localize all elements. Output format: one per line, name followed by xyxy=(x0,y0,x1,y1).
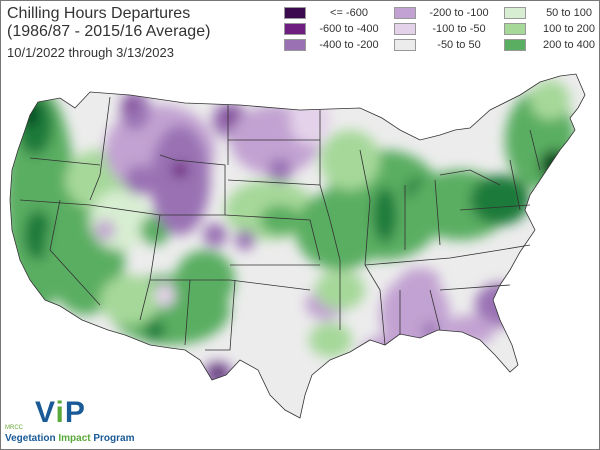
legend-swatch xyxy=(394,23,416,35)
legend-item: 100 to 200 xyxy=(504,21,600,37)
vip-logo: MRCC ViP Vegetation Impact Program xyxy=(5,396,155,446)
tag-vegetation: Vegetation xyxy=(5,433,59,444)
map-title: Chilling Hours Departures xyxy=(7,5,191,22)
vip-wordmark: ViP xyxy=(35,396,86,430)
us-map xyxy=(9,73,586,419)
legend-swatch xyxy=(394,39,416,51)
legend-label: 200 to 400 xyxy=(543,39,595,51)
legend-swatch xyxy=(394,7,416,19)
mrcc-label: MRCC xyxy=(5,425,23,431)
legend-item: <= -600 xyxy=(284,5,386,21)
legend-label: <= -600 xyxy=(330,7,368,19)
legend-label: -600 to -400 xyxy=(319,23,379,35)
legend-swatch xyxy=(504,39,526,51)
map-title-block: Chilling Hours Departures (1986/87 - 201… xyxy=(7,5,210,61)
legend-label: 50 to 100 xyxy=(546,7,592,19)
legend-swatch xyxy=(284,7,306,19)
legend-item: -100 to -50 xyxy=(394,21,496,37)
legend-item: -50 to 50 xyxy=(394,37,496,53)
tag-impact: Impact xyxy=(58,433,91,444)
legend-item: -200 to -100 xyxy=(394,5,496,21)
vip-v: V xyxy=(35,396,56,429)
departure-fill xyxy=(10,74,585,418)
vip-tagline: Vegetation Impact Program xyxy=(5,433,135,444)
state-boundaries xyxy=(9,73,586,419)
legend-item: -400 to -200 xyxy=(284,37,386,53)
legend-label: -50 to 50 xyxy=(437,39,481,51)
legend-swatch xyxy=(284,23,306,35)
legend-label: 100 to 200 xyxy=(543,23,595,35)
legend-item: -600 to -400 xyxy=(284,21,386,37)
legend-swatch xyxy=(284,39,306,51)
legend-swatch xyxy=(504,7,526,19)
vip-p: P xyxy=(64,396,86,429)
map-subtitle: (1986/87 - 2015/16 Average) xyxy=(7,23,211,40)
legend-item: 200 to 400 xyxy=(504,37,600,53)
date-range: 10/1/2022 through 3/13/2023 xyxy=(7,45,174,60)
vip-i-leaf: i xyxy=(55,396,65,429)
tag-program: Program xyxy=(90,433,135,444)
legend-label: -400 to -200 xyxy=(319,39,379,51)
legend-item: 50 to 100 xyxy=(504,5,600,21)
legend-label: -200 to -100 xyxy=(429,7,489,19)
legend: <= -600 -600 to -400 -400 to -200 -200 to -… xyxy=(284,5,600,53)
legend-label: -100 to -50 xyxy=(432,23,486,35)
legend-swatch xyxy=(504,23,526,35)
